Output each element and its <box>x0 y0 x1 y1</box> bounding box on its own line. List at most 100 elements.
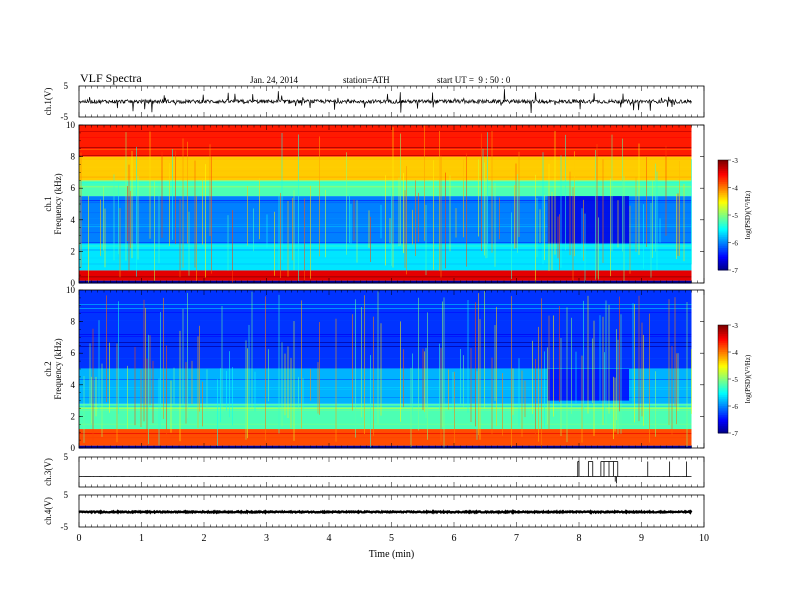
ch1_spectrogram-sferic <box>676 193 677 260</box>
ch1_spectrogram-colorbar-step <box>718 244 728 247</box>
ch1_spectrogram-colorbar-ticklabel: -3 <box>732 157 738 165</box>
ch1_spectrogram-colorbar-step <box>718 237 728 240</box>
ch2_spectrogram-sferic <box>197 336 199 429</box>
ch1_spectrogram-sferic <box>298 134 299 281</box>
ch2_spectrogram-colorbar-step <box>718 337 728 340</box>
ch2_spectrogram-sferic <box>592 338 593 404</box>
ch2_spectrogram-sferic <box>160 312 161 429</box>
ch2_spectrogram-sferic <box>221 305 223 414</box>
ch2_spectrogram-colorbar-step <box>718 384 728 387</box>
ch1_spectrogram-colorbar-ticklabel: -4 <box>732 185 738 193</box>
ch1_spectrogram-colorbar-step <box>718 224 728 227</box>
ch1_spectrogram-sferic <box>391 187 392 266</box>
ch1_spectrogram-sferic <box>544 195 545 261</box>
xtick-label: 6 <box>452 533 457 544</box>
ch2_spectrogram-band-4 <box>79 290 692 369</box>
ch2_spectrogram-sferic <box>476 371 478 440</box>
ch1_spectrogram-sferic <box>266 214 268 249</box>
ch1_spectrogram-sferic <box>629 205 631 274</box>
station-label: station=ATH <box>343 75 390 85</box>
ch1_spectrogram-sferic <box>349 193 350 244</box>
ch1_spectrogram-ytick-label: 6 <box>71 183 76 193</box>
ch2_spectrogram-colorbar-step <box>718 377 728 380</box>
ch2_spectrogram-colorbar-step <box>718 325 728 328</box>
ch1_spectrogram-colorbar-step <box>718 242 728 245</box>
ch1_spectrogram-colorbar-step <box>718 249 728 253</box>
ch2_spectrogram-striation <box>79 407 692 409</box>
ch2_spectrogram-sferic <box>632 303 634 405</box>
ch1_spectrogram-sferic <box>646 157 647 248</box>
xtick-label: 4 <box>327 533 332 544</box>
ch1_spectrogram-colorbar-step <box>718 165 728 168</box>
ch1_spectrogram-sferic <box>259 178 260 240</box>
ch2_spectrogram-striation <box>79 358 692 359</box>
ch2_spectrogram-sferic <box>319 322 320 415</box>
ch2_spectrogram-ytick-label: 8 <box>71 317 76 327</box>
ch1_spectrogram-sferic <box>650 202 652 278</box>
ch1_spectrogram-band-1 <box>79 270 692 281</box>
ch1_spectrogram-striation <box>79 170 692 172</box>
ch1_spectrogram-sferic <box>79 181 80 245</box>
ch2_spectrogram-colorbar-step <box>718 375 728 378</box>
ch1_spectrogram-colorbar-step <box>718 207 728 210</box>
ch2_spectrogram-colorbar-step <box>718 431 728 434</box>
ch1_spectrogram-colorbar-step <box>718 215 728 218</box>
ch2_spectrogram-sferic <box>400 321 401 422</box>
ch1_spectrogram-colorbar-step <box>718 163 728 166</box>
ch3_waveform-ylabel: ch.3(V) <box>43 458 53 486</box>
ch2_spectrogram-sferic <box>677 353 679 411</box>
ch1_spectrogram-sferic <box>617 200 619 248</box>
ch2_spectrogram-colorbar-step <box>718 386 728 389</box>
ch2_spectrogram-colorbar-step <box>718 379 728 382</box>
ch2_spectrogram-sferic <box>691 348 692 414</box>
ch2_spectrogram-colorbar-step <box>718 346 728 349</box>
ch2_spectrogram-sferic <box>95 376 97 417</box>
ch1_spectrogram-colorbar-step <box>718 180 728 183</box>
ch2_spectrogram-sferic <box>254 371 256 412</box>
ch2_spectrogram-sferic <box>206 369 208 409</box>
ch2_spectrogram-sferic <box>364 295 365 434</box>
ch1_spectrogram-sferic <box>202 178 203 245</box>
ch1_spectrogram-colorbar-step <box>718 257 728 260</box>
xtick-label: 10 <box>699 533 709 544</box>
ch2_spectrogram-sferic <box>140 369 142 428</box>
ch2_spectrogram-colorbar-step <box>718 370 728 373</box>
ch1_waveform-trace <box>78 89 692 114</box>
ch2_spectrogram-colorbar-step <box>718 359 728 362</box>
ch2_spectrogram-sferic <box>671 346 673 435</box>
ch2_spectrogram-sferic <box>380 323 382 416</box>
ch2_spectrogram-sferic <box>496 306 497 427</box>
ch1_spectrogram-colorbar-step <box>718 191 728 194</box>
ch2_spectrogram-sferic <box>593 320 595 436</box>
ch2_spectrogram-sferic <box>440 347 442 442</box>
ch1_spectrogram-sferic <box>665 145 667 236</box>
ch4_waveform-ytick-label: -5 <box>61 522 69 532</box>
ch1_spectrogram-sferic <box>389 218 391 244</box>
ch2_spectrogram-sferic <box>620 314 622 434</box>
ch2_spectrogram-colorbar-step <box>718 395 728 398</box>
ch2_spectrogram-sferic <box>544 351 545 428</box>
ch2_spectrogram-colorbar-ticklabel: -6 <box>732 403 738 411</box>
ch2_spectrogram-sferic <box>566 307 568 443</box>
ch2_spectrogram-sferic <box>613 376 614 440</box>
ch1_spectrogram-sferic <box>611 134 613 252</box>
ch1_waveform-ytick-label: 5 <box>64 81 69 91</box>
ch2_spectrogram-sferic <box>548 315 550 430</box>
ch1_spectrogram-sferic <box>103 186 104 251</box>
ch1_spectrogram-sferic <box>439 131 440 271</box>
ch1_spectrogram-sferic <box>548 163 550 271</box>
ch1_spectrogram-sferic <box>595 150 596 280</box>
xtick-label: 9 <box>639 533 644 544</box>
ch1_spectrogram-sferic <box>514 184 515 249</box>
ch1_spectrogram-sferic <box>104 208 106 268</box>
xtick-label: 0 <box>77 533 82 544</box>
ch2_spectrogram-sferic <box>484 291 485 410</box>
ch1_spectrogram-sferic <box>539 209 541 243</box>
ch2_spectrogram-sferic <box>439 343 440 410</box>
ch1_spectrogram-colorbar-step <box>718 213 728 216</box>
ch1_spectrogram-sferic <box>623 176 625 281</box>
ch2_spectrogram-sferic <box>602 316 604 425</box>
ch2_spectrogram-sferic <box>424 351 425 412</box>
ch1_spectrogram-sferic <box>598 217 599 280</box>
